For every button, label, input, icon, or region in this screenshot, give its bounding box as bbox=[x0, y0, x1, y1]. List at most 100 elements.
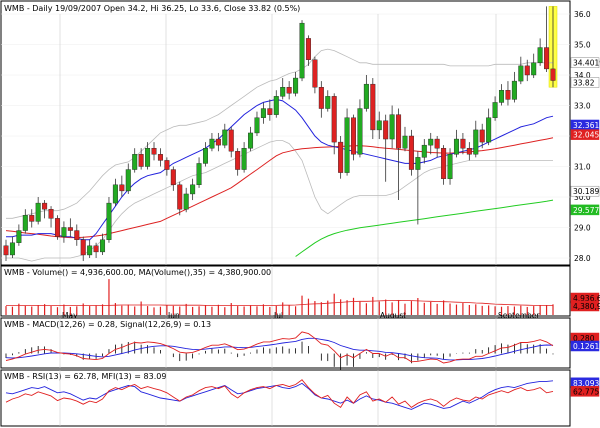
candle-body bbox=[499, 90, 505, 103]
candle-body bbox=[286, 86, 292, 94]
candle-body bbox=[473, 129, 479, 155]
candle-body bbox=[389, 114, 395, 140]
candle-body bbox=[421, 144, 427, 158]
lower-band-line bbox=[6, 140, 553, 262]
candle-body bbox=[209, 138, 215, 149]
volume-tag-bg bbox=[570, 300, 600, 312]
candle-body bbox=[241, 147, 247, 170]
candle-body bbox=[486, 117, 492, 143]
candle-body bbox=[80, 239, 86, 256]
candle-body bbox=[9, 242, 15, 256]
candle-body bbox=[22, 215, 28, 231]
candle-body bbox=[145, 147, 151, 167]
volume-tag-label: 4,936,600 bbox=[573, 294, 600, 303]
candle-body bbox=[318, 86, 324, 109]
price-tag-label: 30.1897 bbox=[573, 187, 600, 196]
panel-volume: WMB - Volume() = 4,936,600.00, MA(Volume… bbox=[0, 265, 600, 320]
macd-tag-label: 0.280 bbox=[573, 334, 595, 343]
volume-plot: May Jun Jul August September 4,936,6004,380,9… bbox=[5, 266, 600, 320]
price-plot: 36.035.034.033.032.031.030.029.028.034.4… bbox=[1, 6, 600, 265]
candle-body bbox=[29, 215, 35, 222]
candle-body bbox=[453, 138, 459, 155]
price-tag-label: 32.3614 bbox=[573, 121, 600, 130]
candle-body bbox=[402, 135, 408, 149]
candle-body bbox=[74, 230, 80, 240]
ma20-line bbox=[6, 98, 554, 241]
candle-body bbox=[344, 117, 350, 173]
candle-body bbox=[408, 135, 414, 170]
price-tag-label: 33.82 bbox=[573, 78, 595, 87]
candle-body bbox=[235, 151, 241, 170]
candle-body bbox=[441, 147, 447, 179]
y-tick-label: 35.0 bbox=[574, 41, 591, 50]
y-tick-label: 31.0 bbox=[574, 163, 591, 172]
candle-body bbox=[48, 208, 54, 219]
candle-body bbox=[280, 86, 286, 97]
y-tick-label: 34.0 bbox=[574, 71, 591, 80]
macd-tag-label: 0.12617 bbox=[573, 342, 600, 351]
x-tick-label: September bbox=[498, 311, 540, 320]
price-tag-bg bbox=[570, 129, 600, 140]
panel-rsi: WMB - RSI(13) = 62.78, MFI(13) = 83.09 8… bbox=[0, 369, 600, 427]
y-tick-label: 36.0 bbox=[574, 10, 591, 19]
candle-body bbox=[396, 114, 402, 149]
candle-body bbox=[190, 184, 196, 195]
candle-body bbox=[202, 147, 208, 164]
candle-body bbox=[125, 169, 131, 192]
price-tag-bg bbox=[570, 57, 600, 68]
candle-body bbox=[267, 108, 273, 115]
macd-title: WMB - MACD(12,26) = 0.28, Signal(12,26,9… bbox=[4, 320, 211, 329]
signal-line bbox=[5, 337, 554, 361]
candle-body bbox=[260, 108, 266, 118]
volume-tag-label: 4,380,900 bbox=[573, 302, 600, 311]
price-tag: 29.5775 bbox=[570, 204, 600, 216]
rsi-frame bbox=[0, 369, 571, 427]
price-tag-bg bbox=[570, 77, 600, 88]
price-tag-bg bbox=[570, 185, 600, 197]
ma200-line bbox=[295, 199, 554, 257]
price-tag-label: 29.5775 bbox=[573, 206, 600, 215]
candle-body bbox=[460, 138, 466, 149]
candle-body bbox=[3, 245, 9, 256]
y-tick-label: 28.0 bbox=[574, 254, 591, 263]
rsi-tag: 62.7757 bbox=[570, 386, 600, 397]
candle-body bbox=[93, 245, 99, 253]
price-tag-label: 32.045 bbox=[573, 131, 599, 140]
macd-tag-bg bbox=[570, 340, 600, 352]
candle-body bbox=[132, 154, 138, 170]
candle-body bbox=[492, 102, 498, 118]
candle-body bbox=[254, 117, 260, 134]
candle-body bbox=[196, 163, 202, 185]
candle-body bbox=[428, 138, 434, 146]
candle-body bbox=[273, 96, 279, 115]
candle-body bbox=[531, 62, 537, 76]
candle-body bbox=[434, 138, 440, 149]
candle-body bbox=[338, 141, 344, 173]
x-tick-label: Jul bbox=[273, 311, 283, 320]
price-tag: 32.3614 bbox=[570, 119, 600, 131]
candle-body bbox=[370, 83, 376, 131]
candle-body bbox=[331, 96, 337, 143]
candle-body bbox=[67, 227, 73, 231]
candle-body bbox=[518, 65, 524, 82]
candle-body bbox=[383, 120, 389, 140]
candle-body bbox=[447, 154, 453, 179]
candle-body bbox=[376, 120, 382, 131]
candle-body bbox=[157, 154, 163, 161]
candle-body bbox=[550, 68, 556, 81]
price-tag-bg bbox=[570, 204, 600, 216]
price-tag: 33.82 bbox=[570, 77, 600, 88]
x-tick-label: Jun bbox=[167, 311, 180, 320]
candle-body bbox=[505, 90, 511, 100]
candle-body bbox=[248, 132, 254, 149]
volume-tag: 4,380,900 bbox=[570, 300, 600, 312]
candle-body bbox=[351, 117, 357, 155]
panel-price: WMB - Daily 19/09/2007 Open 34.2, Hi 36.… bbox=[0, 0, 600, 266]
candle-body bbox=[112, 184, 118, 204]
rsi-tag-bg bbox=[570, 386, 600, 397]
candle-body bbox=[524, 65, 530, 76]
candle-body bbox=[215, 138, 221, 146]
macd-tag: 0.12617 bbox=[570, 340, 600, 352]
